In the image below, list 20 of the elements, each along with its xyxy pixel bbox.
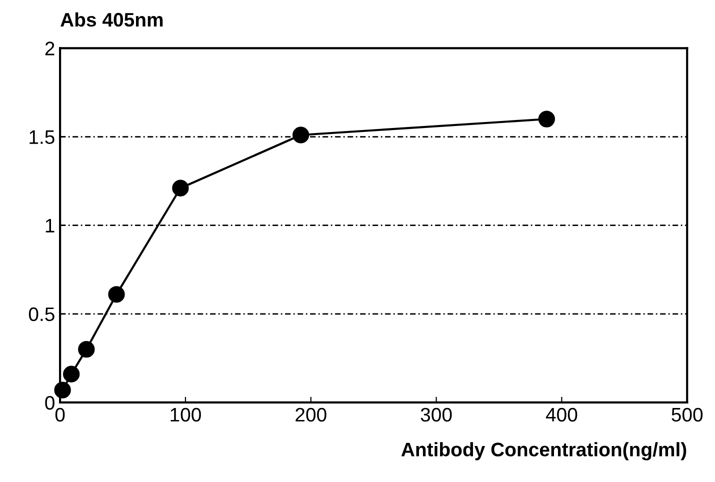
point <box>292 126 310 144</box>
x-tick-label: 400 <box>546 408 578 422</box>
x-tick-label: 100 <box>170 408 201 422</box>
point <box>54 382 71 398</box>
y-tick-label: 0.5 <box>28 307 54 322</box>
point <box>78 340 95 358</box>
y-tick-label: 1 <box>46 219 54 232</box>
x-tick-label: 200 <box>296 408 326 422</box>
point <box>63 366 80 382</box>
y-axis-title: Abs 405nm <box>60 12 163 27</box>
y-tick-label: 0 <box>45 396 54 410</box>
x-axis-title: Antibody Concentration(ng/ml) <box>401 442 686 460</box>
point <box>172 180 189 196</box>
x-tick-label: 0 <box>55 408 65 422</box>
x-tick-label: 500 <box>672 408 703 422</box>
point <box>108 286 125 303</box>
y-tick-label: 1.5 <box>30 130 54 144</box>
point <box>538 110 555 128</box>
x-tick-label: 300 <box>420 408 452 422</box>
y-tick-label: 2 <box>45 42 54 56</box>
